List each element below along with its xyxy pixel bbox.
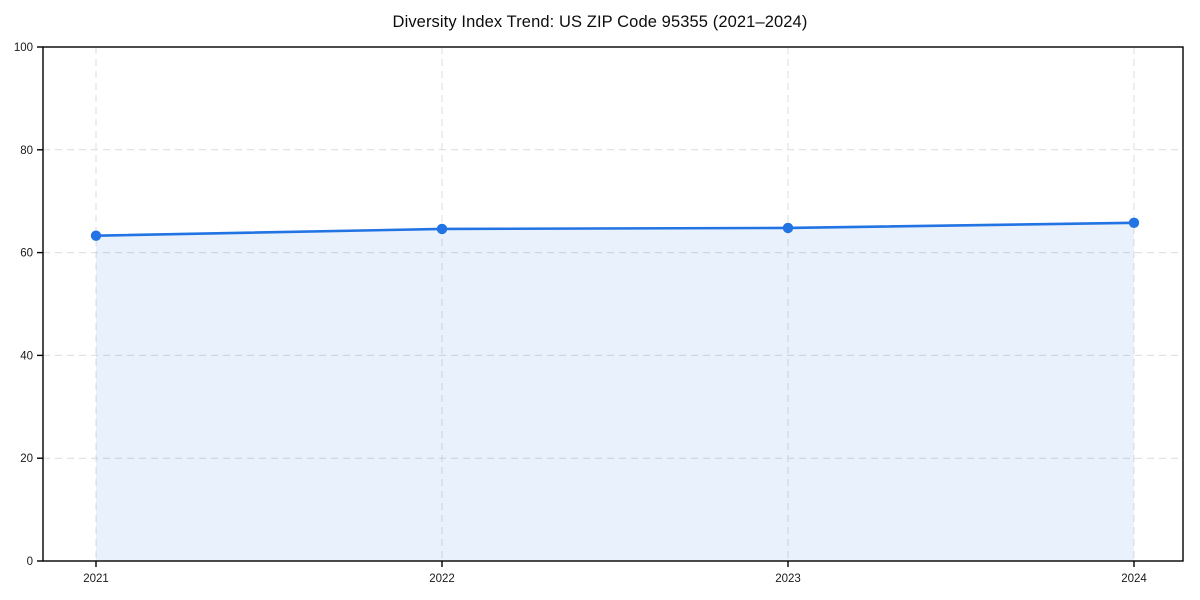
- plot-border: [42, 46, 1184, 562]
- y-tick-label-100: 100: [14, 42, 33, 54]
- trend-line: [94, 221, 1136, 237]
- y-tick-label-0: 0: [27, 556, 33, 568]
- area-fill: [96, 222, 1134, 561]
- y-tick-label-80: 80: [20, 145, 33, 157]
- y-tick-label-20: 20: [20, 453, 33, 465]
- chart-title: Diversity Index Trend: US ZIP Code 95355…: [392, 13, 808, 31]
- x-tick-label-2024: 2024: [1121, 573, 1147, 585]
- data-point-2022: [436, 223, 448, 235]
- x-tick-label-2022: 2022: [429, 573, 455, 585]
- data-point-2024: [1128, 217, 1140, 228]
- data-point-2023: [782, 222, 794, 234]
- y-tick-label-40: 40: [20, 350, 33, 362]
- x-tick-label-2023: 2023: [775, 573, 801, 585]
- data-point-2021: [90, 230, 102, 241]
- y-tick-label-60: 60: [20, 248, 33, 260]
- x-tick-label-2021: 2021: [83, 573, 109, 585]
